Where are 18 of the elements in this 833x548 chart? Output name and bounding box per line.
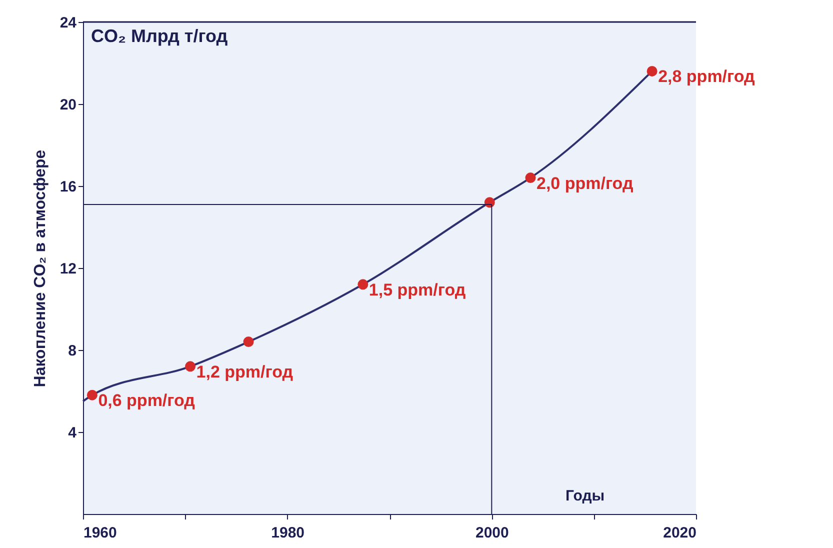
x-tick-label: 1960 <box>84 524 117 542</box>
annotation: 1,5 ppm/год <box>368 280 466 300</box>
x-tick-label: 1980 <box>271 524 305 542</box>
x-tick-label: 2000 <box>475 524 509 542</box>
y-tick-label: 4 <box>68 424 78 442</box>
x-axis-title: Годы <box>566 488 605 504</box>
x-tick-label: 2020 <box>663 524 696 542</box>
annotation: 2,0 ppm/год <box>536 174 634 193</box>
y-tick-label: 20 <box>60 96 76 114</box>
annotation: 0,6 ppm/год <box>98 391 196 410</box>
annotation: 1,2 ppm/год <box>196 362 294 382</box>
annotation: 2,8 ppm/год <box>658 67 756 86</box>
y-tick-label: 12 <box>60 260 76 278</box>
y-tick-label: 8 <box>68 342 76 360</box>
y-axis-title: Накопление CO₂ в атмосфере <box>32 150 49 388</box>
y-tick-label: 16 <box>60 178 76 196</box>
y-tick-label: 24 <box>60 14 78 32</box>
annotation: CO₂ Млрд т/год <box>91 26 228 46</box>
